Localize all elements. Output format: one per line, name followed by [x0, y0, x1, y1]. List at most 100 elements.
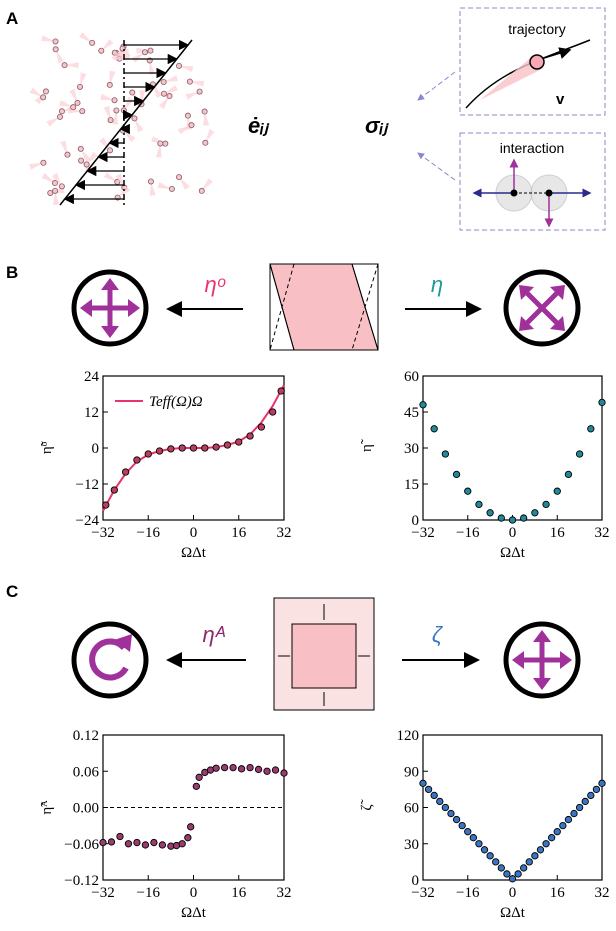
- stress-symbol: σᵢⱼ: [365, 113, 389, 138]
- data-point: [475, 500, 483, 509]
- particle-trail: [203, 111, 210, 126]
- bulk-cell: [273, 597, 375, 711]
- data-point: [235, 438, 243, 446]
- rotational-viscosity-icon: [71, 621, 149, 699]
- data-point: [497, 864, 505, 872]
- particle-trail: [163, 85, 178, 94]
- particle-trail: [100, 93, 115, 101]
- x-tick-label: −16: [456, 885, 480, 901]
- particle: [77, 83, 84, 90]
- x-tick-label: 0: [190, 885, 198, 901]
- particle: [107, 117, 114, 124]
- data-point: [452, 815, 461, 824]
- particle-field: [29, 32, 215, 206]
- data-point: [447, 809, 455, 818]
- data-point: [192, 782, 200, 791]
- data-point: [458, 821, 466, 830]
- plot-frame: [422, 375, 603, 521]
- y-axis-label: η̃: [359, 439, 375, 452]
- y-tick-label: 0: [412, 873, 420, 889]
- data-point: [553, 828, 561, 836]
- data-point: [254, 765, 263, 774]
- particle-trail: [79, 32, 93, 43]
- data-point: [564, 470, 573, 479]
- data-point: [178, 444, 186, 452]
- particle: [64, 151, 71, 158]
- chart: −32 −16 0 16 32 −24 −12 0 12 24 ΩΔt η̃ᵒ Teff(Ω)Ω: [39, 369, 292, 561]
- particle-trail: [158, 96, 170, 110]
- y-axis-label: η̃ᵒ: [39, 441, 55, 454]
- data-point: [464, 828, 472, 836]
- particle-trail: [189, 80, 205, 87]
- particle: [184, 112, 191, 119]
- particle: [201, 108, 208, 115]
- particle-trail: [99, 137, 111, 151]
- data-point: [263, 767, 271, 775]
- y-axis-label: ζ̃: [359, 799, 375, 810]
- x-tick-label: −32: [411, 885, 434, 901]
- data-point: [223, 441, 232, 449]
- trajectory-label: trajectory: [508, 21, 566, 37]
- particle: [113, 107, 120, 114]
- particle: [162, 140, 169, 147]
- data-point: [269, 408, 277, 416]
- x-tick-label: 32: [277, 525, 292, 541]
- particle-trail: [60, 140, 68, 155]
- particle-trail: [149, 60, 155, 75]
- data-point: [508, 875, 517, 883]
- data-point: [107, 838, 116, 846]
- data-point: [229, 763, 237, 772]
- y-tick-label: 12: [84, 405, 99, 421]
- particle-trail: [29, 162, 44, 170]
- particle: [186, 78, 193, 85]
- data-point: [559, 821, 567, 830]
- particle: [70, 104, 77, 111]
- particle-trail: [41, 35, 56, 42]
- data-point: [155, 447, 164, 455]
- data-point: [201, 444, 209, 452]
- x-tick-label: 16: [550, 525, 566, 541]
- data-point: [531, 509, 539, 517]
- y-tick-label: −24: [76, 513, 100, 529]
- x-axis-label: ΩΔt: [181, 545, 207, 561]
- data-point: [475, 840, 483, 848]
- x-tick-label: 16: [550, 885, 566, 901]
- particle: [107, 147, 114, 154]
- particle: [129, 89, 136, 96]
- data-point: [570, 809, 578, 818]
- y-tick-label: 0.06: [73, 764, 100, 780]
- data-point: [99, 838, 107, 847]
- data-point: [430, 425, 438, 433]
- particle-trail: [157, 182, 172, 189]
- inset-boxes: [417, 7, 606, 231]
- legend-label: Teff(Ω)Ω: [149, 394, 203, 410]
- shear-profile: [59, 39, 193, 206]
- data-point: [419, 401, 427, 409]
- data-point: [480, 846, 489, 854]
- x-axis-label: ΩΔt: [500, 905, 526, 921]
- particle: [56, 113, 63, 120]
- particle: [79, 108, 86, 115]
- particle-trail: [69, 88, 78, 103]
- data-point: [503, 870, 511, 878]
- data-point: [536, 846, 545, 854]
- y-tick-label: 0.12: [73, 728, 99, 744]
- strain-rate-symbol: ėᵢⱼ: [248, 113, 270, 138]
- data-point: [587, 791, 595, 800]
- data-point: [419, 779, 427, 787]
- data-point: [492, 858, 500, 866]
- y-tick-label: 30: [404, 441, 419, 457]
- x-tick-label: −32: [91, 525, 114, 541]
- data-point: [110, 486, 118, 494]
- y-tick-label: 0: [412, 513, 420, 529]
- particle-trail: [103, 172, 118, 182]
- particle: [141, 49, 148, 56]
- data-point: [184, 834, 192, 842]
- y-tick-label: −0.06: [64, 837, 99, 853]
- particle-trail: [53, 190, 60, 206]
- data-point: [102, 501, 110, 509]
- particle-trail: [177, 125, 192, 135]
- data-point: [581, 797, 589, 806]
- shear-arrows: [63, 39, 190, 205]
